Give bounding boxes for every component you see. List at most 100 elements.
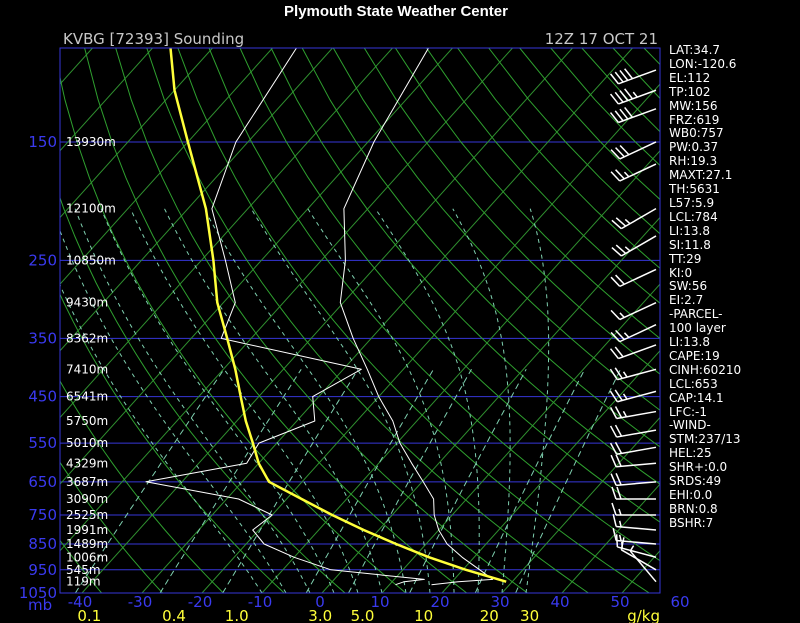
wind-barb-flag (610, 276, 621, 287)
pressure-tick-label: 350 (28, 329, 57, 347)
moist-adiabat-line (374, 208, 480, 593)
isotherm-line (60, 48, 333, 352)
stat-line: HEL:25 (669, 446, 712, 461)
dry-adiabat-line (332, 48, 660, 411)
pressure-tick-label: 550 (28, 434, 57, 452)
wind-barb-flag (612, 514, 617, 527)
stat-line: BRN:0.8 (669, 501, 718, 516)
wind-barb-shaft (619, 324, 657, 343)
height-label: 1991m (66, 523, 108, 537)
pressure-tick-label: 750 (28, 506, 57, 524)
height-label: 8362m (66, 331, 108, 345)
wind-barb-flag (614, 71, 624, 83)
mixing-ratio-label: 1.0 (225, 607, 249, 623)
pressure-tick-label: 1050 (19, 584, 57, 602)
axis-labels: 1502503504505506507508509501050mb13930m1… (19, 133, 690, 623)
isotherm-line (60, 48, 513, 552)
mixing-ratio-label: 10 (414, 607, 433, 623)
stat-line: FRZ:619 (669, 112, 720, 127)
wind-barb-shaft (617, 390, 657, 403)
dry-adiabat-line (146, 48, 589, 593)
stat-line: BSHR:7 (669, 515, 714, 530)
mixing-ratio-line (515, 369, 621, 593)
stat-line: TP:102 (669, 84, 711, 99)
pressure-tick-label: 450 (28, 388, 57, 406)
wind-barb-flag (624, 68, 634, 80)
dry-adiabat-line (394, 48, 660, 340)
wind-barb (611, 235, 657, 257)
wind-barb-flag (615, 454, 622, 467)
wind-barb (610, 141, 657, 160)
wind-barb-half-flag (619, 312, 625, 318)
dry-adiabat-line (115, 48, 528, 593)
height-label: 119m (66, 575, 101, 589)
dry-adiabat-line (60, 74, 407, 593)
dry-adiabat-line (84, 48, 468, 593)
isotherm-line (381, 283, 660, 593)
wind-barb-flag (614, 91, 624, 103)
wind-barb (609, 344, 657, 360)
wind-barb-half-flag (618, 520, 622, 528)
station-label: KVBG [72393] Sounding (63, 30, 244, 48)
wind-barb (610, 268, 657, 288)
wind-barb-flag (610, 309, 621, 321)
stat-line: SW:56 (669, 279, 708, 294)
mixing-ratio-line (74, 369, 225, 593)
stat-line: EI:2.7 (669, 293, 704, 308)
stat-line: 100 layer (669, 321, 726, 336)
wind-barb-flag (610, 454, 617, 468)
wind-barb (609, 441, 657, 455)
wind-barb-flag (615, 329, 625, 341)
wind-barb-half-flag (622, 410, 628, 418)
stat-line: LON:-120.6 (669, 56, 737, 71)
wind-barb-half-flag (632, 91, 638, 98)
stat-line: LAT:34.7 (669, 43, 721, 57)
wind-barb-half-flag (618, 534, 622, 542)
temperature-tick-label: 30 (490, 593, 509, 611)
wind-barb (612, 528, 657, 545)
stat-line: KI:0 (669, 265, 693, 280)
chart-title: Plymouth State Weather Center (284, 3, 508, 20)
wind-barb-shaft (620, 235, 657, 257)
wind-barb (620, 537, 657, 571)
stat-line: RH:19.3 (669, 154, 718, 169)
height-label: 10850m (66, 253, 116, 267)
temperature-tick-label: 50 (610, 593, 629, 611)
moist-adiabat-line (203, 208, 407, 593)
height-label: 4329m (66, 456, 108, 470)
wind-barb-half-flag (622, 371, 628, 378)
wind-barb-half-flag (624, 218, 631, 225)
temperature-tick-label: -40 (68, 593, 93, 611)
height-label: 1006m (66, 550, 108, 564)
wind-barb-shaft (616, 410, 657, 420)
dry-adiabat-line (301, 48, 660, 448)
stat-line: TT:29 (669, 251, 702, 266)
pressure-tick-label: 850 (28, 535, 57, 553)
wind-barb-shaft (618, 69, 657, 85)
wind-barb-shaft (629, 550, 657, 583)
dewpoint-profile-line (145, 48, 425, 586)
wind-barb-shaft (618, 108, 657, 124)
height-label: 6541m (66, 390, 108, 404)
stat-line: PW:0.37 (669, 140, 719, 155)
wind-barb-flag (610, 171, 621, 182)
wind-barb (609, 106, 657, 124)
mixing-ratio-label: 0.1 (77, 607, 101, 623)
height-label: 3687m (66, 475, 108, 489)
wind-barb-flag (614, 346, 624, 358)
isotherm-line (141, 48, 633, 593)
wind-barb-flag (614, 441, 623, 454)
height-label: 13930m (66, 135, 116, 149)
mixing-ratio-label: 0.4 (162, 607, 186, 623)
wind-barb-half-flag (622, 393, 628, 400)
wind-barb-flag (615, 217, 627, 227)
isotherm-line (201, 83, 660, 593)
moist-adiabat-line (525, 208, 550, 593)
plot-area (59, 47, 661, 594)
wind-barb-half-flag (629, 545, 635, 552)
wind-barb-shaft (618, 344, 657, 360)
wind-barb-half-flag (623, 171, 630, 178)
wind-barb-flag (614, 406, 623, 419)
wind-barb-flag (609, 73, 619, 85)
wind-barb-flag (609, 390, 618, 403)
